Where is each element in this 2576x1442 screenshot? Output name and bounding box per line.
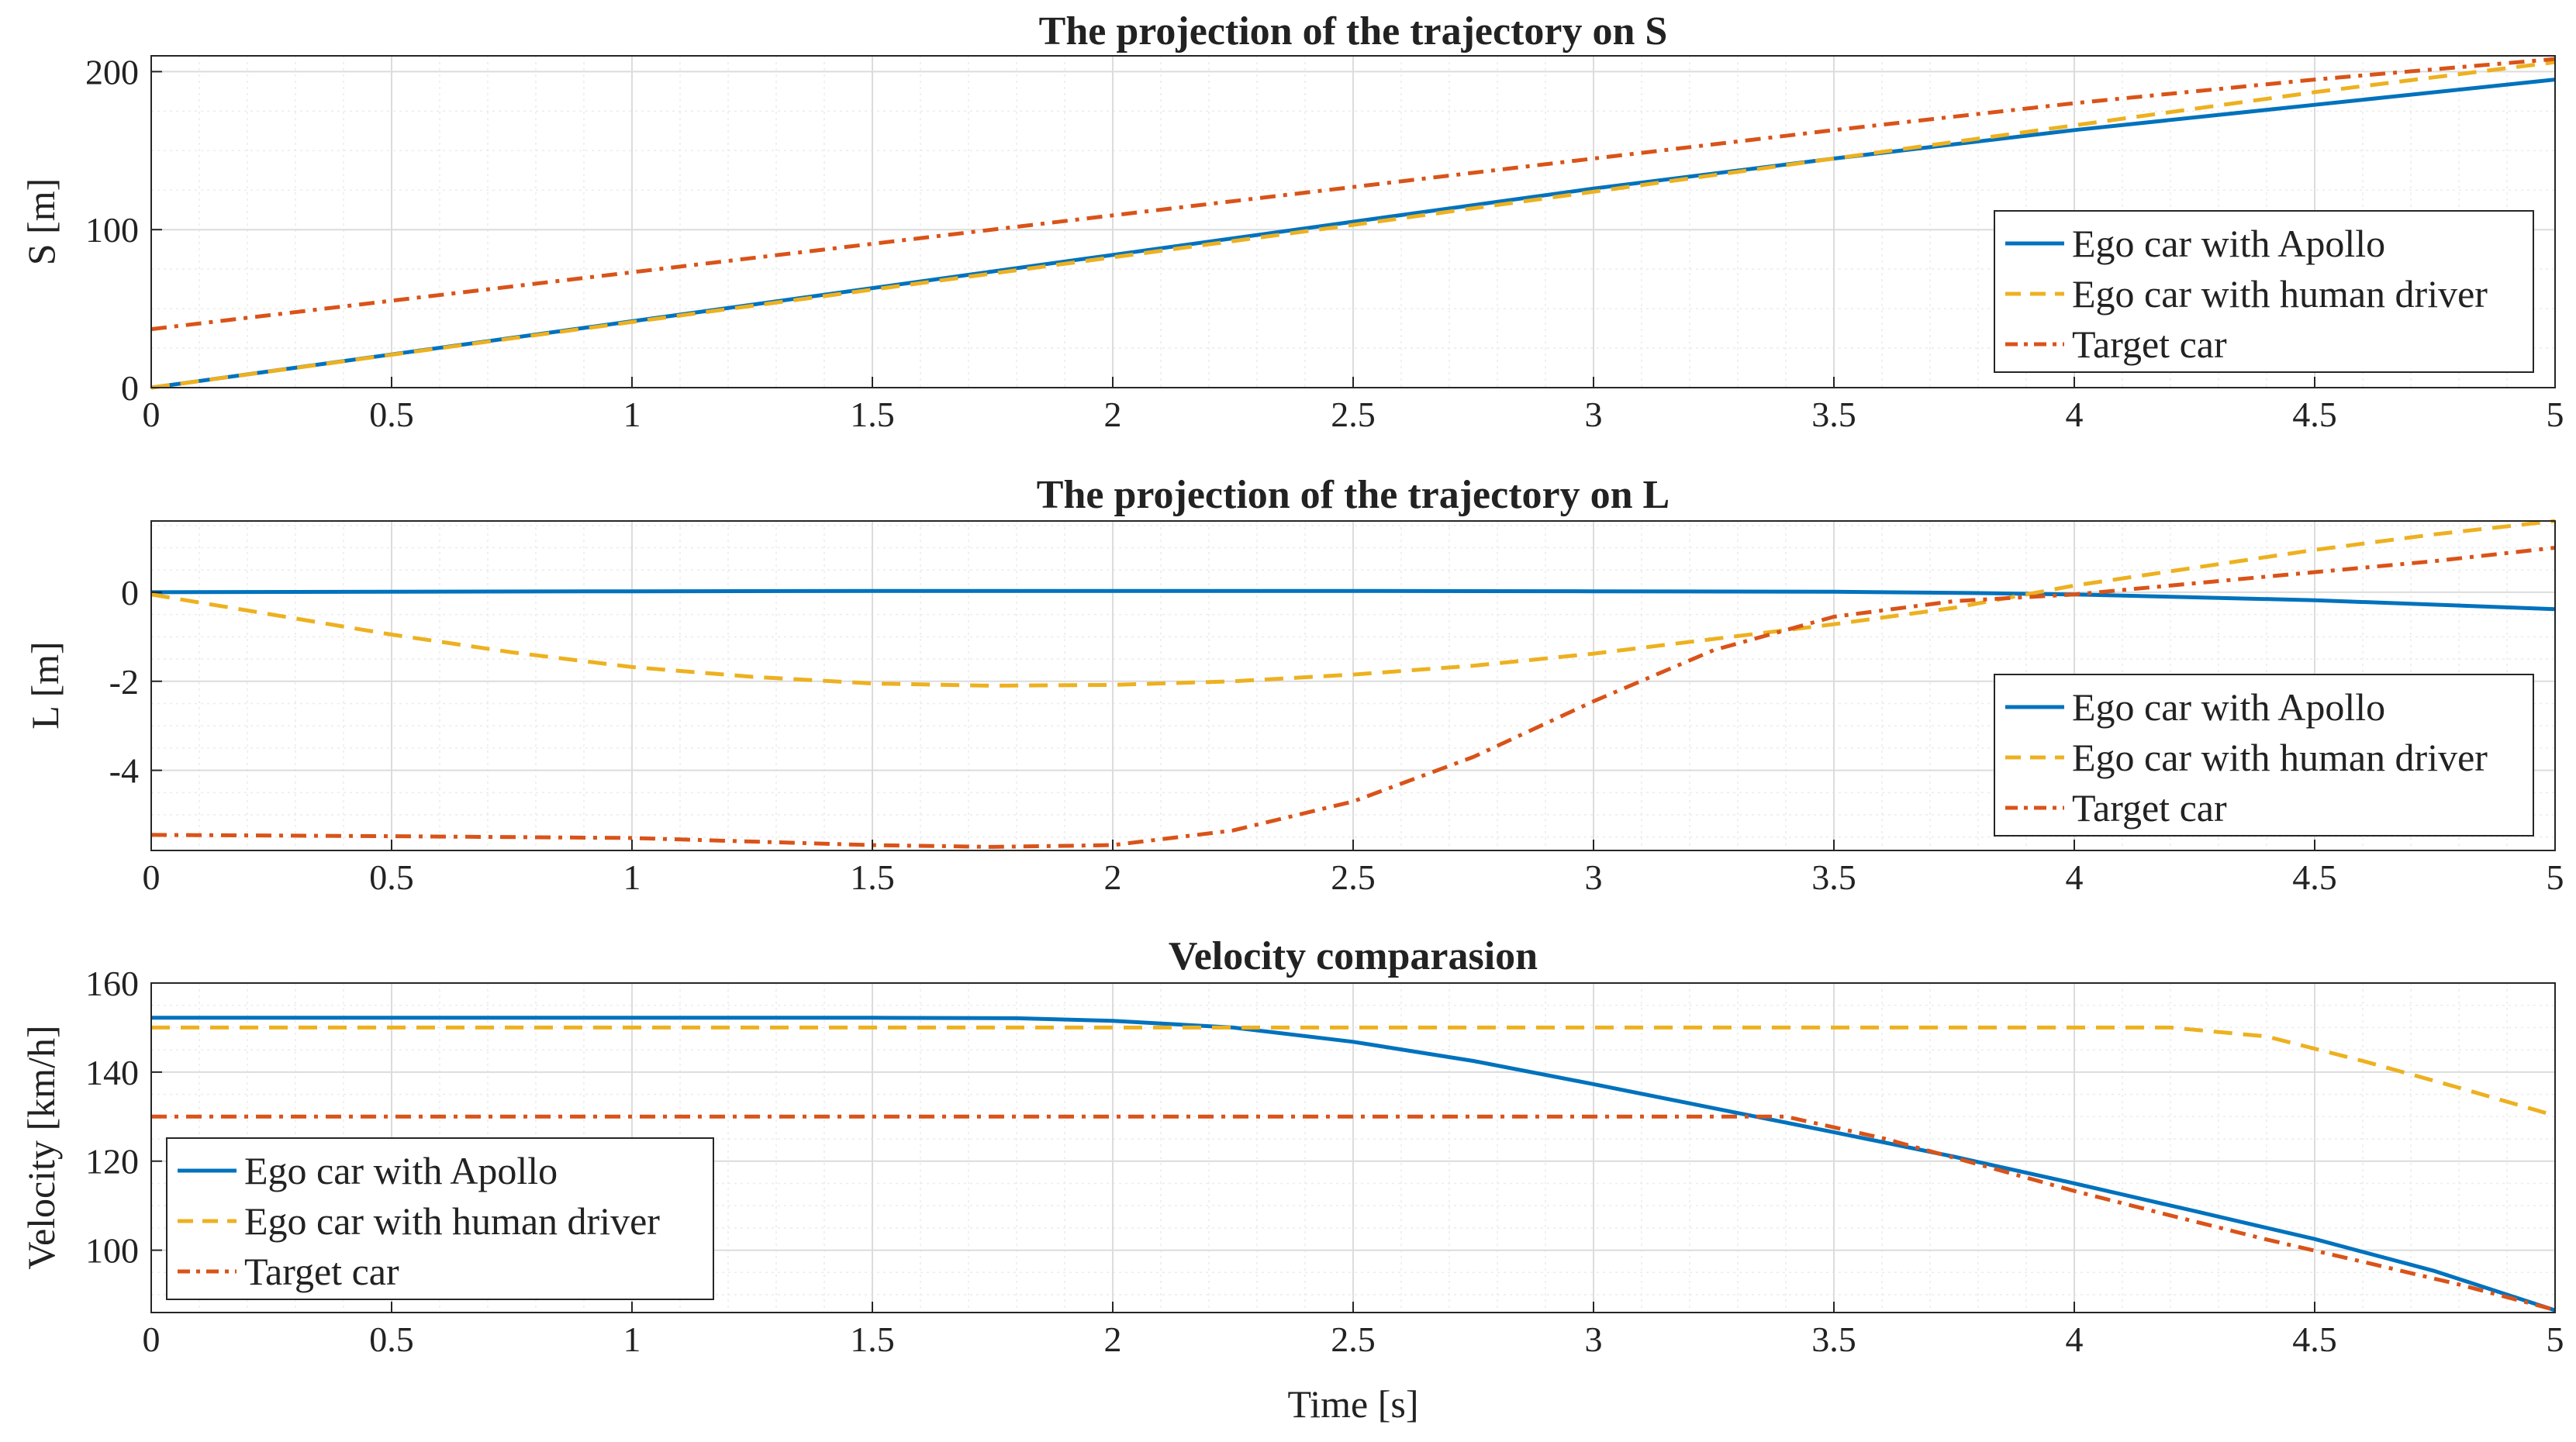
x-tick-label: 1.5 <box>850 1320 895 1359</box>
x-tick-label: 2 <box>1104 1320 1122 1359</box>
legend-box-s <box>1994 210 2534 373</box>
x-tick-label: 4.5 <box>2292 857 2337 897</box>
legend-box-l <box>1994 674 2534 837</box>
x-tick-label: 3 <box>1585 395 1603 434</box>
legend-label-s-3: Target car <box>2072 323 2227 366</box>
legend-velocity: Ego car with Apollo Ego car with human dr… <box>166 1137 714 1300</box>
y-tick-label: 100 <box>85 1231 139 1271</box>
x-tick-label: 1.5 <box>850 395 895 434</box>
x-tick-label: 2 <box>1104 857 1122 897</box>
series-line-s-2 <box>150 60 2556 390</box>
series-line-l-3 <box>150 546 2556 849</box>
x-tick-label: 2.5 <box>1331 1320 1376 1359</box>
y-tick-label: -2 <box>109 662 139 702</box>
legend-l: Ego car with Apollo Ego car with human dr… <box>1994 674 2534 837</box>
x-tick-label: 1 <box>623 1320 641 1359</box>
x-axis-label: Time [s] <box>1287 1382 1418 1426</box>
x-tick-label: 2.5 <box>1331 395 1376 434</box>
x-tick-label: 5 <box>2547 1320 2564 1359</box>
legend-label-s-2: Ego car with human driver <box>2072 272 2488 316</box>
x-tick-label: 0 <box>143 857 161 897</box>
x-tick-label: 3.5 <box>1811 1320 1856 1359</box>
legend-label-l-3: Target car <box>2072 786 2227 830</box>
x-tick-label: 0.5 <box>369 395 414 434</box>
legend-label-velocity-2: Ego car with human driver <box>244 1199 660 1243</box>
series-line-velocity-2 <box>151 1025 2556 1118</box>
chart-title-velocity: Velocity comparasion <box>1169 934 1538 978</box>
chart-title-s: The projection of the trajectory on S <box>1039 9 1668 53</box>
legend-label-s-1: Ego car with Apollo <box>2072 222 2385 265</box>
y-tick-label: 100 <box>85 210 139 250</box>
x-tick-label: 1 <box>623 395 641 434</box>
legend-label-l-2: Ego car with human driver <box>2072 736 2488 779</box>
series-line-l-2 <box>150 519 2556 688</box>
series-line-s-1 <box>150 78 2556 390</box>
series-layer-l <box>150 519 2556 849</box>
legend-label-l-1: Ego car with Apollo <box>2072 685 2385 729</box>
y-axis-label-velocity: Velocity [km/h] <box>19 1025 63 1269</box>
x-tick-label: 3.5 <box>1811 395 1856 434</box>
x-tick-label: 2 <box>1104 395 1122 434</box>
series-line-l-1 <box>150 588 2556 612</box>
x-tick-label: 5 <box>2547 857 2564 897</box>
x-tick-label: 1 <box>623 857 641 897</box>
x-tick-label: 3 <box>1585 1320 1603 1359</box>
y-tick-label: -4 <box>109 751 139 791</box>
y-tick-label: 160 <box>85 964 139 1003</box>
legend-label-velocity-3: Target car <box>244 1250 399 1293</box>
x-tick-label: 0.5 <box>369 857 414 897</box>
x-tick-label: 4.5 <box>2292 395 2337 434</box>
y-tick-label: 120 <box>85 1142 139 1182</box>
x-tick-label: 4 <box>2066 395 2084 434</box>
subplot-l: 0 0.5 1 1.5 2 2.5 3 3.5 4 4.5 5 -4 -2 0 The projectio… <box>23 473 2564 897</box>
chart-title-l: The projection of the trajectory on L <box>1037 473 1670 517</box>
legend-box-velocity <box>166 1137 714 1300</box>
legend-label-velocity-1: Ego car with Apollo <box>244 1149 558 1192</box>
tick-labels-l: 0 0.5 1 1.5 2 2.5 3 3.5 4 4.5 5 -4 -2 0 <box>109 573 2564 897</box>
tick-labels-velocity: 0 0.5 1 1.5 2 2.5 3 3.5 4 4.5 5 100 120 140 160 <box>85 964 2564 1359</box>
series-layer-s <box>150 57 2556 390</box>
series-line-velocity-3 <box>151 1114 2556 1313</box>
x-tick-label: 0 <box>143 1320 161 1359</box>
x-tick-label: 0 <box>143 395 161 434</box>
y-tick-label: 140 <box>85 1053 139 1092</box>
subplot-velocity: 0 0.5 1 1.5 2 2.5 3 3.5 4 4.5 5 100 120 140 160 Veloci… <box>19 934 2564 1426</box>
legend-s: Ego car with Apollo Ego car with human dr… <box>1994 210 2534 373</box>
x-tick-label: 3.5 <box>1811 857 1856 897</box>
x-tick-label: 2.5 <box>1331 857 1376 897</box>
x-tick-label: 3 <box>1585 857 1603 897</box>
x-tick-label: 5 <box>2547 395 2564 434</box>
y-tick-label: 0 <box>121 368 139 408</box>
subplot-s: 0 0.5 1 1.5 2 2.5 3 3.5 4 4.5 5 0 100 200 The project… <box>19 9 2564 434</box>
x-tick-label: 4 <box>2066 857 2084 897</box>
tick-labels-s: 0 0.5 1 1.5 2 2.5 3 3.5 4 4.5 5 0 100 200 <box>85 52 2564 434</box>
series-line-s-3 <box>150 57 2556 332</box>
series-line-velocity-1 <box>151 1016 2556 1313</box>
x-tick-label: 1.5 <box>850 857 895 897</box>
y-tick-label: 0 <box>121 573 139 612</box>
x-tick-label: 0.5 <box>369 1320 414 1359</box>
y-axis-label-l: L [m] <box>23 641 67 729</box>
y-tick-label: 200 <box>85 52 139 91</box>
y-axis-label-s: S [m] <box>19 178 63 266</box>
x-tick-label: 4.5 <box>2292 1320 2337 1359</box>
series-layer-velocity <box>151 1016 2556 1313</box>
x-tick-label: 4 <box>2066 1320 2084 1359</box>
